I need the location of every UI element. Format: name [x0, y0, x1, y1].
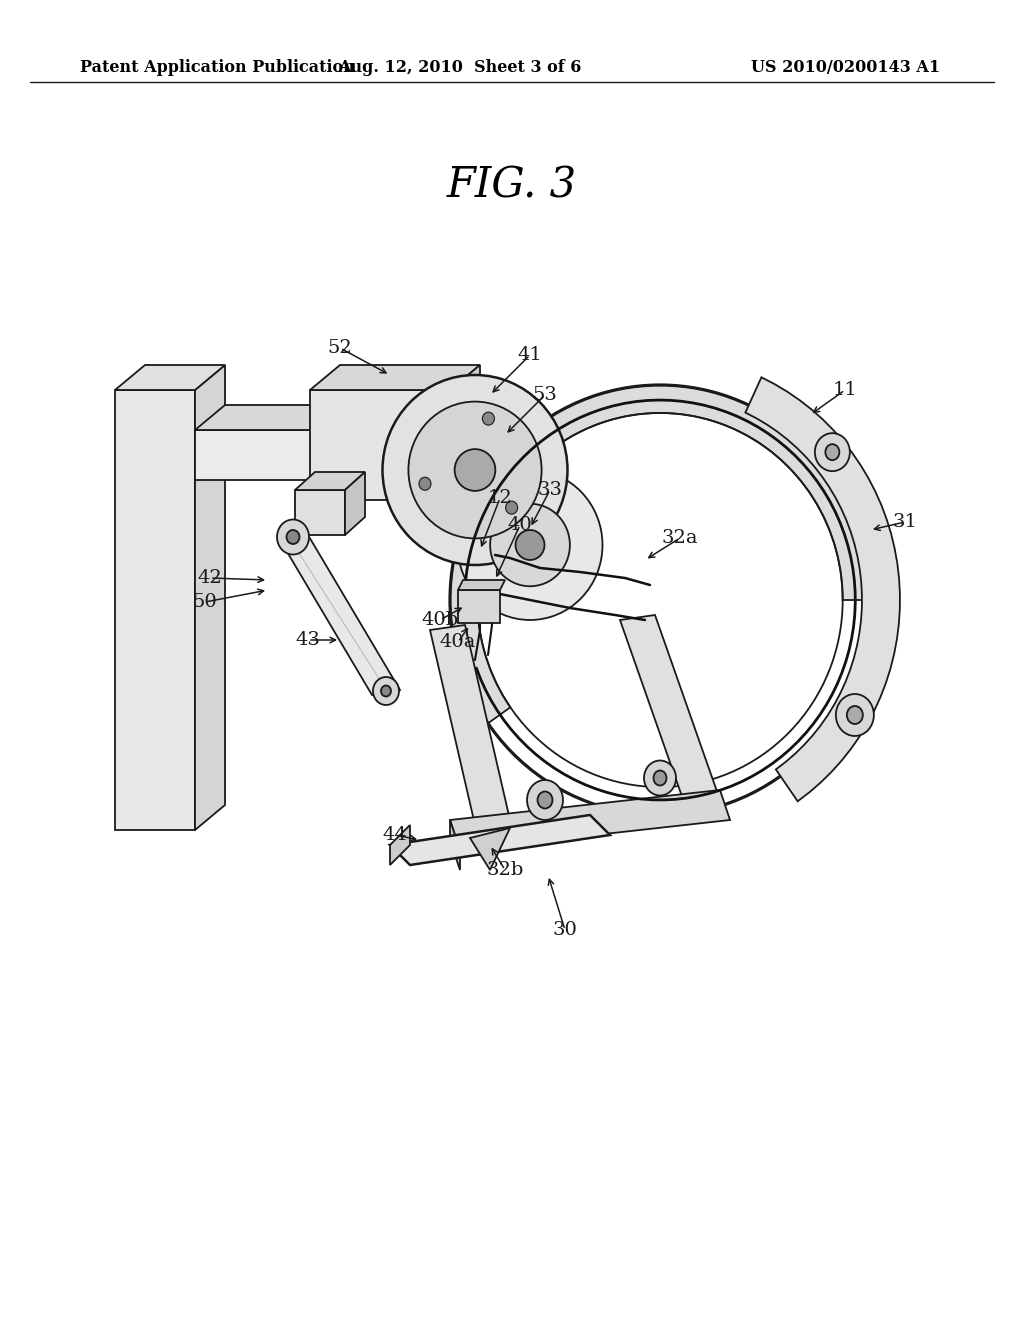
- Ellipse shape: [644, 760, 676, 796]
- Ellipse shape: [847, 706, 863, 723]
- Polygon shape: [620, 615, 720, 805]
- Polygon shape: [295, 473, 365, 490]
- Polygon shape: [450, 366, 480, 500]
- Ellipse shape: [383, 375, 567, 565]
- Ellipse shape: [653, 771, 667, 785]
- Text: 33: 33: [538, 480, 562, 499]
- Text: 52: 52: [328, 339, 352, 356]
- Text: 43: 43: [296, 631, 321, 649]
- Text: 53: 53: [532, 385, 557, 404]
- Text: 11: 11: [833, 381, 857, 399]
- Polygon shape: [430, 624, 510, 825]
- Polygon shape: [390, 814, 610, 865]
- Polygon shape: [458, 590, 500, 623]
- Text: 40b: 40b: [421, 611, 459, 630]
- Ellipse shape: [409, 401, 542, 539]
- Polygon shape: [115, 366, 225, 389]
- Ellipse shape: [287, 531, 299, 544]
- Text: 12: 12: [487, 488, 512, 507]
- Text: Patent Application Publication: Patent Application Publication: [80, 59, 354, 77]
- Text: 40a: 40a: [440, 634, 476, 651]
- Polygon shape: [310, 389, 450, 500]
- Polygon shape: [295, 490, 345, 535]
- Ellipse shape: [515, 531, 545, 560]
- Polygon shape: [450, 385, 870, 723]
- Ellipse shape: [836, 694, 873, 737]
- Text: 32a: 32a: [662, 529, 698, 546]
- Polygon shape: [458, 579, 505, 590]
- Polygon shape: [450, 820, 460, 870]
- Ellipse shape: [825, 444, 840, 461]
- Polygon shape: [195, 366, 225, 830]
- Ellipse shape: [527, 780, 563, 820]
- Text: 40: 40: [508, 516, 532, 535]
- Polygon shape: [310, 366, 480, 389]
- Polygon shape: [195, 430, 450, 480]
- Ellipse shape: [278, 520, 309, 554]
- Ellipse shape: [815, 433, 850, 471]
- Text: 32b: 32b: [486, 861, 523, 879]
- Ellipse shape: [455, 449, 496, 491]
- Text: 50: 50: [193, 593, 217, 611]
- Ellipse shape: [381, 685, 391, 697]
- Text: US 2010/0200143 A1: US 2010/0200143 A1: [751, 59, 940, 77]
- Polygon shape: [345, 473, 365, 535]
- Ellipse shape: [506, 502, 517, 513]
- Polygon shape: [390, 825, 410, 865]
- Text: Aug. 12, 2010  Sheet 3 of 6: Aug. 12, 2010 Sheet 3 of 6: [338, 59, 582, 77]
- Ellipse shape: [482, 412, 495, 425]
- Ellipse shape: [419, 478, 431, 490]
- Ellipse shape: [538, 792, 553, 808]
- Ellipse shape: [373, 677, 399, 705]
- Text: 44: 44: [383, 826, 408, 843]
- Text: FIG. 3: FIG. 3: [446, 164, 578, 206]
- Polygon shape: [280, 535, 400, 696]
- Ellipse shape: [490, 504, 570, 586]
- Polygon shape: [115, 389, 195, 830]
- Text: 41: 41: [517, 346, 543, 364]
- Polygon shape: [470, 828, 510, 870]
- Polygon shape: [450, 405, 480, 480]
- Text: 31: 31: [893, 513, 918, 531]
- Text: 30: 30: [553, 921, 578, 939]
- Ellipse shape: [458, 470, 602, 620]
- Text: 42: 42: [198, 569, 222, 587]
- Polygon shape: [745, 378, 900, 801]
- Polygon shape: [195, 405, 480, 430]
- Polygon shape: [450, 789, 730, 850]
